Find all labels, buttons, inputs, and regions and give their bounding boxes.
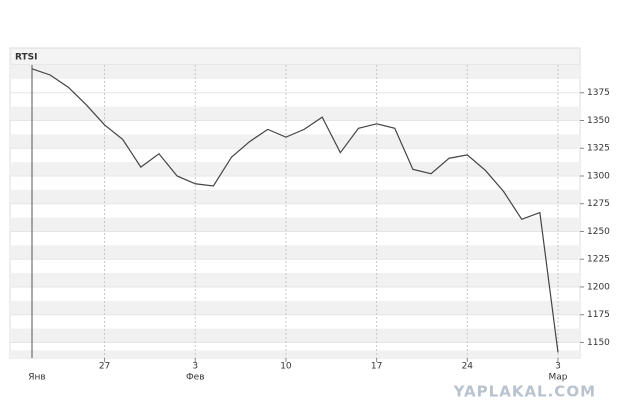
stripe xyxy=(10,300,580,315)
y-tick-label: 1225 xyxy=(587,255,610,265)
y-tick-label: 1325 xyxy=(587,144,610,154)
x-tick-label: 10 xyxy=(280,362,292,372)
y-tick-label: 1275 xyxy=(587,199,610,209)
stripe xyxy=(10,65,580,79)
y-tick-label: 1375 xyxy=(587,88,610,98)
stripe xyxy=(10,106,580,121)
header-band xyxy=(9,47,581,66)
month-label: Янв xyxy=(28,373,45,383)
stripe xyxy=(10,134,580,149)
chart-title: RTSI xyxy=(15,53,38,63)
y-tick-label: 1350 xyxy=(587,116,610,126)
y-tick-label: 1200 xyxy=(587,282,610,292)
watermark: YAPLAKAL.COM xyxy=(453,383,596,401)
price-line xyxy=(31,68,559,353)
stripe xyxy=(10,273,580,287)
stripe xyxy=(10,217,580,232)
stripe xyxy=(10,189,580,204)
x-tick-label: 24 xyxy=(462,362,474,372)
bands xyxy=(10,65,580,358)
x-tick-label: 3 xyxy=(192,362,198,372)
y-tick-label: 1250 xyxy=(587,227,610,237)
stripe xyxy=(10,350,580,358)
y-tick-label: 1300 xyxy=(587,171,610,181)
x-tick-label: 17 xyxy=(371,362,382,372)
x-tick-label: 27 xyxy=(99,362,110,372)
x-tick-label: 3 xyxy=(555,362,561,372)
stripe xyxy=(10,245,580,260)
stripe xyxy=(10,162,580,176)
month-label: Фев xyxy=(186,373,205,383)
y-tick-label: 1175 xyxy=(587,310,610,320)
stripe xyxy=(10,328,580,343)
y-tick-label: 1150 xyxy=(587,338,610,348)
month-label: Мар xyxy=(549,373,568,383)
